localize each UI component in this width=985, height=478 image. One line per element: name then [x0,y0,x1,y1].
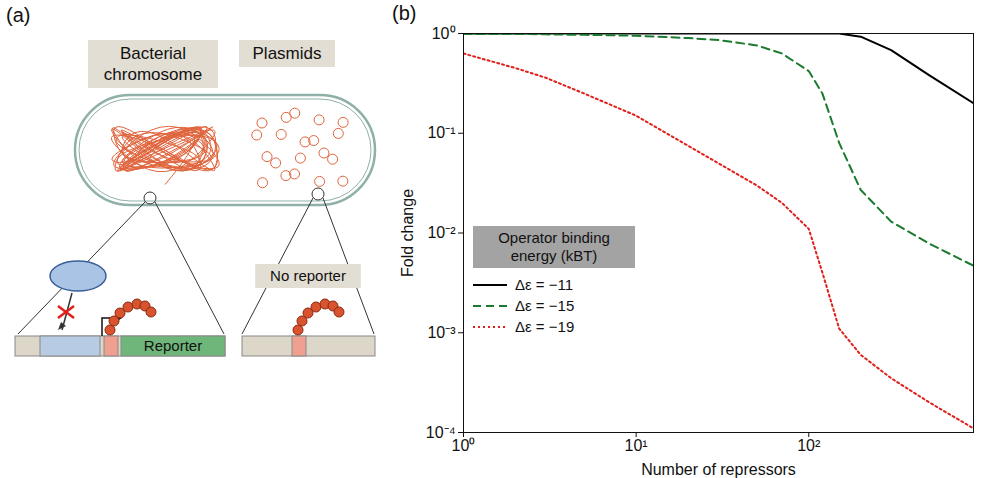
svg-text:10⁻³: 10⁻³ [427,324,456,341]
html-text:(b): (b) [392,2,417,24]
html-text:Δε = −11: Δε = −11 [515,276,574,293]
svg-text:Plasmids: Plasmids [253,44,322,63]
svg-text:10¹: 10¹ [625,437,648,454]
svg-text:10²: 10² [797,437,821,454]
svg-text:10⁻²: 10⁻² [427,224,456,241]
svg-text:(a): (a) [6,4,30,26]
html-text:Δε = −19: Δε = −19 [515,318,575,335]
svg-text:Number of repressors: Number of repressors [641,461,796,478]
svg-text:10⁰: 10⁰ [452,437,476,454]
svg-text:10⁻¹: 10⁻¹ [427,124,455,141]
svg-text:10⁰: 10⁰ [432,25,456,42]
svg-text:No reporter: No reporter [270,267,346,284]
html-text:Operator binding energy (kBT): Operator binding energy (kBT) [498,229,610,264]
svg-text:Fold change: Fold change [399,189,416,277]
svg-text:10⁻⁴: 10⁻⁴ [425,423,456,441]
svg-text:chromosome: chromosome [104,65,202,84]
svg-text:Reporter: Reporter [144,337,202,354]
svg-text:Bacterial: Bacterial [120,44,186,63]
html-text:Δε = −15: Δε = −15 [515,297,575,314]
